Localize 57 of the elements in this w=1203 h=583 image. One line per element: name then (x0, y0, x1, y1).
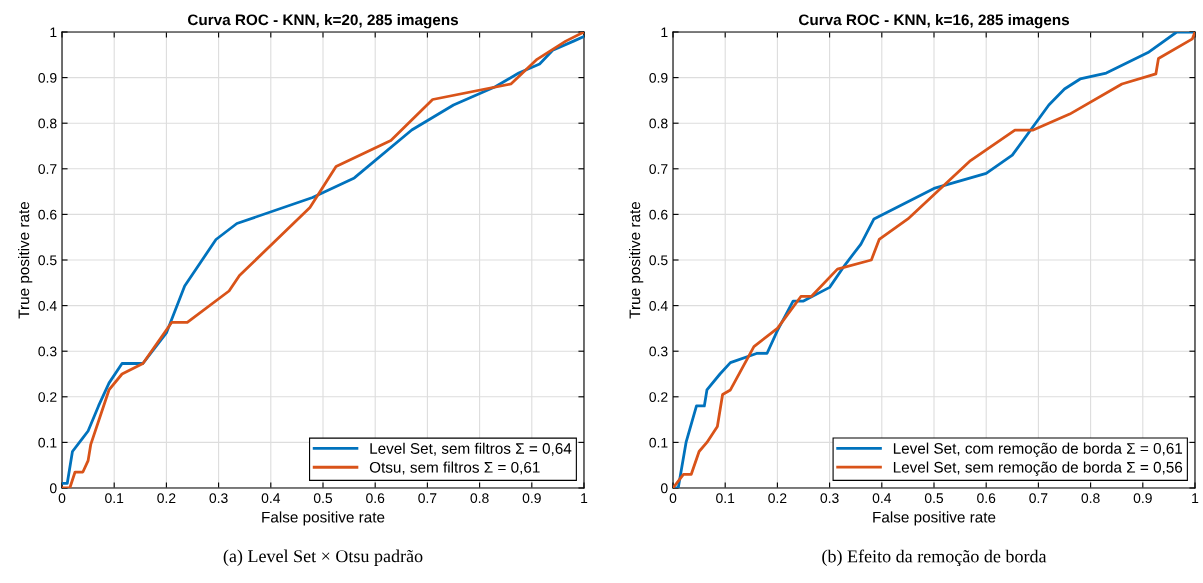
x-tick-label: 0.4 (872, 493, 892, 504)
legend-label: Level Set, sem remoção de borda Σ = 0,56 (893, 461, 1183, 476)
y-tick-label: 1 (661, 27, 668, 38)
x-tick-label: 0 (669, 493, 677, 504)
y-tick-label: 0.3 (649, 346, 668, 357)
y-tick-label: 0 (660, 483, 668, 494)
y-tick-label: 0.1 (38, 437, 57, 448)
y-tick-label: 0.9 (649, 72, 668, 83)
line-series (673, 32, 1195, 488)
y-tick-label: 0.7 (649, 164, 668, 174)
y-tick-label: 0.9 (38, 72, 57, 83)
x-axis-title: False positive rate (262, 511, 385, 526)
x-tick-label: 0.4 (261, 493, 281, 504)
chart-title: Curva ROC - KNN, k=16, 285 imagens (798, 13, 1070, 29)
y-tick-label: 0.6 (649, 209, 668, 220)
text: (b) Efeito da remoção de borda (822, 549, 1047, 567)
y-tick-label: 0.3 (38, 346, 57, 357)
x-tick-label: 0.1 (716, 493, 735, 504)
y-tick-label: 0.5 (649, 255, 668, 266)
x-tick-label: 0.6 (977, 493, 996, 504)
y-axis-title: True positive rate (18, 201, 33, 319)
y-tick-label: 0.4 (649, 300, 668, 311)
x-tick-label: 0.8 (1081, 493, 1100, 504)
x-axis-title: False positive rate (873, 511, 996, 526)
x-tick-label: 0.2 (768, 493, 787, 504)
y-tick-label: 0.5 (38, 255, 57, 266)
chart-title: Curva ROC - KNN, k=20, 285 imagens (187, 13, 459, 29)
y-tick-label: 1 (50, 27, 57, 38)
y-axis-title: True positive rate (629, 201, 644, 319)
legend-label: Otsu, sem filtros Σ = 0,61 (369, 461, 540, 475)
y-tick-label: 0 (49, 483, 57, 494)
x-tick-label: 0.8 (470, 493, 489, 504)
y-tick-label: 0.2 (38, 392, 57, 402)
x-tick-label: 0.6 (366, 493, 385, 504)
x-tick-label: 0 (58, 493, 66, 504)
x-tick-label: 0.7 (418, 493, 437, 504)
legend-label: Level Set, sem filtros Σ = 0,64 (370, 442, 572, 456)
x-tick-label: 0.9 (1133, 493, 1152, 504)
y-tick-label: 0.1 (649, 437, 668, 448)
x-tick-label: 0.3 (209, 493, 228, 504)
x-tick-label: 1 (581, 493, 588, 503)
x-tick-label: 0.3 (820, 493, 839, 504)
x-tick-label: 1 (1192, 493, 1199, 503)
y-tick-label: 0.4 (38, 300, 57, 311)
x-tick-label: 0.2 (157, 493, 176, 504)
y-tick-label: 0.8 (38, 118, 57, 129)
x-tick-label: 0.9 (522, 493, 541, 504)
y-tick-label: 0.8 (649, 118, 668, 129)
legend-label: Level Set, com remoção de borda Σ = 0,61 (893, 442, 1183, 457)
x-tick-label: 0.5 (924, 493, 944, 504)
y-tick-label: 0.7 (38, 164, 57, 174)
x-tick-label: 0.5 (313, 493, 333, 504)
y-tick-label: 0.6 (38, 209, 57, 220)
y-tick-label: 0.2 (649, 392, 668, 402)
x-tick-label: 0.7 (1029, 493, 1048, 504)
x-tick-label: 0.1 (105, 493, 124, 504)
text: (a) Level Set × Otsu padrão (223, 549, 423, 566)
